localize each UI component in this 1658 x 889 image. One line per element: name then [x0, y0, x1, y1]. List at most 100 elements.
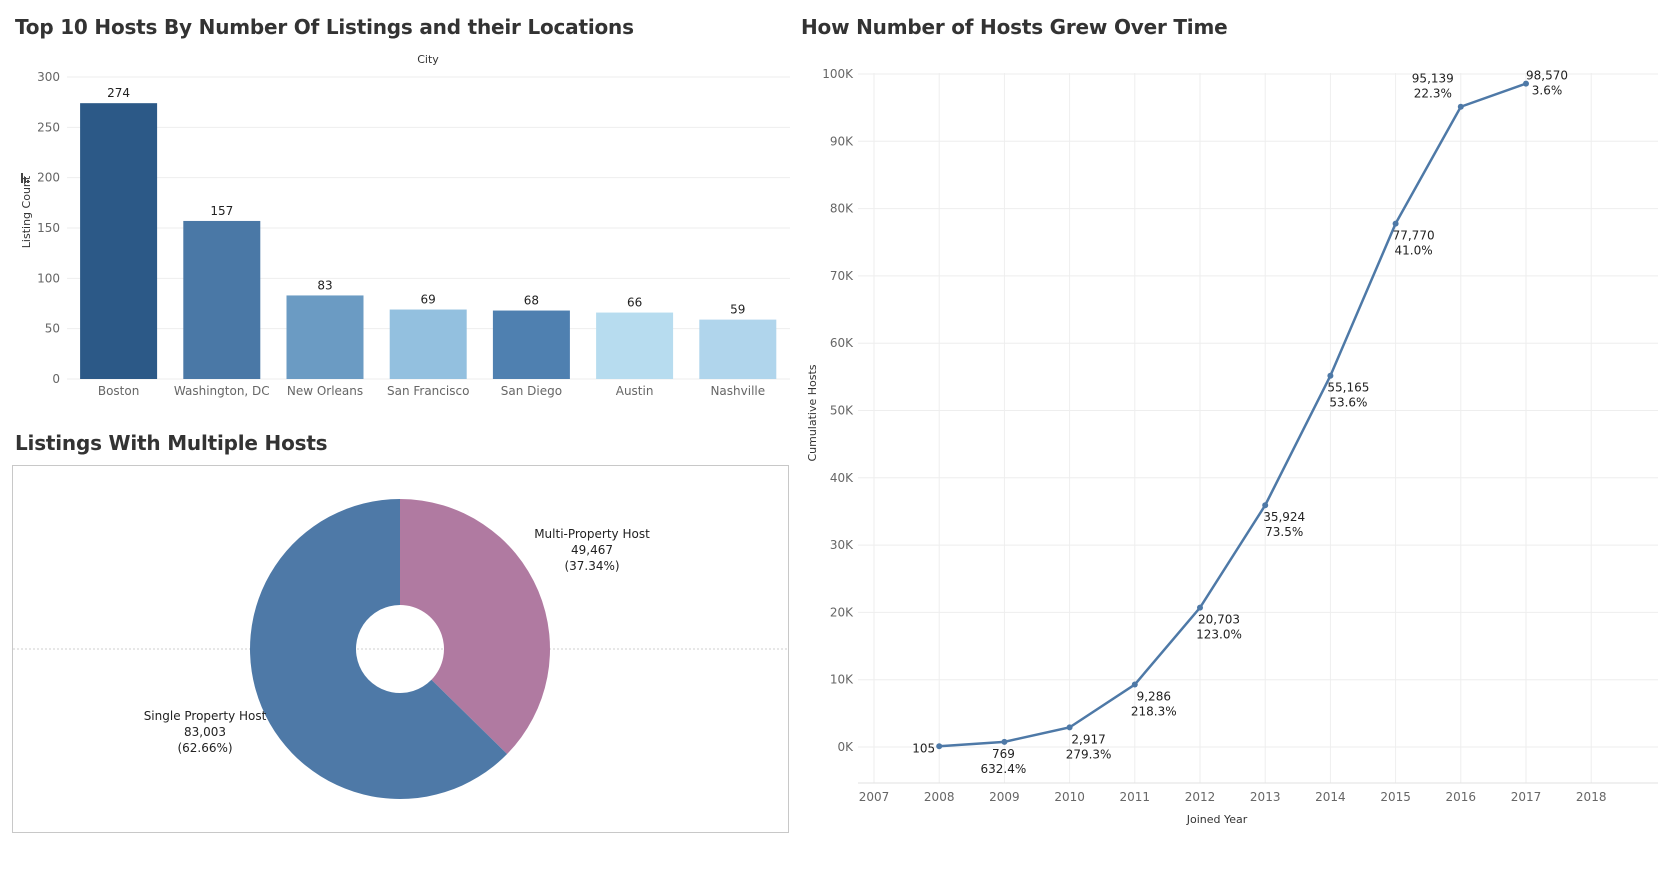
line-x-tick-label: 2015 [1380, 790, 1411, 804]
bar-data-label: 83 [317, 278, 332, 292]
line-growth-label: 41.0% [1395, 244, 1433, 258]
line-point [1392, 220, 1399, 227]
line-x-tick-label: 2018 [1576, 790, 1607, 804]
line-y-tick-label: 30K [830, 538, 854, 552]
line-value-label: 98,570 [1526, 69, 1568, 83]
bar-y-tick-label: 150 [37, 221, 60, 235]
line-y-tick-label: 70K [830, 269, 854, 283]
bar-y-axis-title: Listing Count [20, 175, 33, 248]
bar-data-label: 69 [421, 293, 436, 307]
bar-chart-title: Top 10 Hosts By Number Of Listings and t… [15, 15, 634, 39]
bar-y-tick-label: 100 [37, 271, 60, 285]
bar-5 [596, 312, 674, 379]
donut-slice-percent: (37.34%) [564, 559, 619, 573]
line-point [1457, 103, 1464, 110]
line-growth-label: 73.5% [1265, 525, 1303, 539]
line-x-tick-label: 2013 [1250, 790, 1281, 804]
line-value-label: 77,770 [1393, 229, 1435, 243]
bar-y-tick-label: 200 [37, 171, 60, 185]
line-x-tick-label: 2010 [1054, 790, 1085, 804]
bar-y-tick-label: 50 [45, 322, 60, 336]
donut-chart-title: Listings With Multiple Hosts [15, 431, 328, 455]
line-point [936, 743, 943, 750]
line-y-axis-title: Cumulative Hosts [806, 364, 819, 461]
line-growth-label: 632.4% [981, 762, 1027, 776]
bar-x-tick-label: New Orleans [287, 384, 363, 398]
donut-slice-name: Single Property Host [144, 709, 267, 723]
sort-icon-part [24, 177, 26, 183]
line-x-tick-label: 2008 [924, 790, 955, 804]
bar-x-tick-label: Nashville [710, 384, 765, 398]
line-y-tick-label: 50K [830, 404, 854, 418]
donut-slice-value: 49,467 [571, 543, 613, 557]
donut-chart: Multi-Property Host 49,467 (37.34%) Single … [12, 465, 789, 833]
donut-slice-percent: (62.66%) [177, 741, 232, 755]
line-point [1262, 502, 1269, 509]
bar-data-label: 157 [210, 204, 233, 218]
line-x-tick-label: 2009 [989, 790, 1020, 804]
line-y-tick-label: 100K [822, 67, 854, 81]
bar-3 [389, 309, 467, 379]
line-y-tick-label: 80K [830, 202, 854, 216]
bar-1 [183, 220, 261, 379]
line-x-tick-label: 2016 [1446, 790, 1477, 804]
bar-x-tick-label: Washington, DC [174, 384, 270, 398]
line-point [1131, 681, 1138, 688]
line-point [1001, 738, 1008, 745]
line-x-tick-label: 2017 [1511, 790, 1542, 804]
line-series [939, 82, 1527, 748]
bar-y-tick-label: 300 [37, 70, 60, 84]
line-x-tick-label: 2007 [859, 790, 890, 804]
line-y-tick-label: 60K [830, 336, 854, 350]
line-growth-label: 53.6% [1329, 396, 1367, 410]
bar-4 [492, 310, 570, 379]
line-x-axis-title: Joined Year [1186, 813, 1248, 826]
line-value-label: 9,286 [1137, 690, 1171, 704]
line-x-tick-label: 2014 [1315, 790, 1346, 804]
line-growth-label: 279.3% [1066, 747, 1112, 761]
bar-x-tick-label: Boston [98, 384, 139, 398]
line-y-tick-label: 40K [830, 471, 854, 485]
bar-x-tick-label: Austin [616, 384, 654, 398]
line-y-tick-label: 20K [830, 605, 854, 619]
bar-x-axis-title: City [417, 53, 439, 66]
bar-data-label: 68 [524, 294, 539, 308]
bar-2 [286, 295, 364, 379]
bar-x-tick-label: San Diego [501, 384, 562, 398]
line-growth-label: 218.3% [1131, 705, 1177, 719]
line-growth-label: 22.3% [1414, 87, 1452, 101]
line-value-label: 35,924 [1263, 510, 1305, 524]
line-chart: 0K 10K 20K 30K 40K 50K 60K 70K 80K 90K 100K 2007 200… [806, 67, 1658, 826]
bar-6 [699, 319, 777, 379]
bar-chart: 0 50 100 150 200 250 300 City Listing Count 274 Bo… [20, 53, 790, 398]
bar-y-tick-label: 0 [52, 372, 60, 386]
bar-data-label: 66 [627, 296, 642, 310]
line-value-label: 95,139 [1412, 72, 1454, 86]
sort-icon [21, 173, 23, 183]
bar-data-label: 59 [730, 303, 745, 317]
donut-slice-name: Multi-Property Host [534, 527, 650, 541]
line-value-label: 769 [992, 747, 1015, 761]
bar-x-tick-label: San Francisco [387, 384, 469, 398]
bar-data-label: 274 [107, 86, 130, 100]
donut-slice-0 [400, 499, 551, 755]
line-point [1523, 80, 1529, 87]
donut-slice-1 [250, 499, 508, 799]
line-value-label: 55,165 [1327, 381, 1369, 395]
donut-slice-value: 83,003 [184, 725, 226, 739]
line-value-label: 2,917 [1071, 732, 1105, 746]
line-point [1327, 372, 1334, 379]
line-point [1197, 604, 1203, 611]
line-value-label: 20,703 [1198, 613, 1240, 627]
line-y-tick-label: 0K [837, 740, 854, 754]
line-y-tick-label: 10K [830, 673, 854, 687]
donut-frame [12, 465, 789, 833]
line-x-tick-label: 2011 [1120, 790, 1151, 804]
bar-0 [80, 103, 158, 379]
line-y-tick-label: 90K [830, 134, 854, 148]
line-value-label: 105 [912, 741, 935, 755]
line-x-tick-label: 2012 [1185, 790, 1216, 804]
line-point [1066, 724, 1073, 731]
line-growth-label: 3.6% [1532, 84, 1563, 98]
sort-icon-part [27, 180, 29, 183]
